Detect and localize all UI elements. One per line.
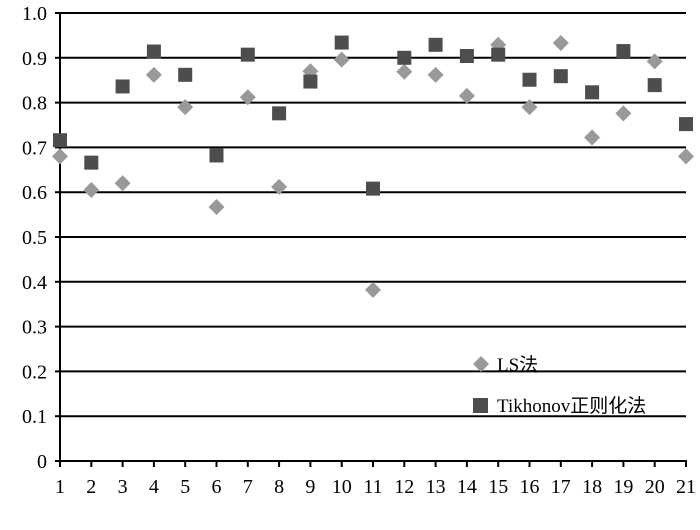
x-tick-label: 3 — [118, 476, 128, 498]
x-tick-label: 5 — [180, 476, 190, 498]
legend-marker-square — [473, 398, 488, 413]
data-point-tikhonov — [272, 106, 287, 121]
y-tick-label: 0.8 — [22, 93, 47, 115]
x-tick-label: 13 — [426, 476, 446, 498]
legend-marker-diamond — [473, 356, 489, 372]
legend-item-tikhonov: Tikhonov正则化法 — [473, 395, 646, 417]
data-point-ls — [521, 99, 538, 116]
data-point-tikhonov — [679, 117, 693, 132]
data-point-tikhonov — [428, 37, 443, 52]
data-point-ls — [271, 178, 288, 195]
x-tick-label: 2 — [86, 476, 96, 498]
legend-label-ls: LS法 — [497, 354, 538, 376]
x-tick-label: 17 — [551, 476, 571, 498]
data-point-tikhonov — [303, 74, 318, 89]
data-point-tikhonov — [209, 148, 224, 163]
x-tick-label: 19 — [613, 476, 633, 498]
y-tick-label: 0.9 — [22, 48, 47, 70]
data-point-ls — [52, 148, 68, 165]
data-point-tikhonov — [366, 181, 380, 196]
data-point-ls — [239, 89, 256, 106]
y-tick-label: 0.7 — [22, 137, 47, 159]
x-tick-label: 7 — [243, 476, 253, 498]
x-tick-label: 4 — [149, 476, 159, 498]
y-tick-label: 0.3 — [22, 317, 47, 339]
legend-label-tikhonov: Tikhonov正则化法 — [497, 395, 646, 417]
x-tick-label: 18 — [582, 476, 602, 498]
tick-labels: 00.10.20.30.40.50.60.70.80.91.01 2 3 4 5 6 7 8 9… — [22, 3, 696, 498]
data-point-tikhonov — [553, 69, 568, 84]
y-tick-label: 0.1 — [22, 406, 47, 428]
data-point-tikhonov — [397, 50, 412, 65]
data-point-tikhonov — [115, 79, 130, 94]
x-tick-label: 10 — [332, 476, 352, 498]
y-tick-label: 0 — [37, 451, 47, 473]
y-tick-label: 0.2 — [22, 361, 47, 383]
y-tick-label: 0.6 — [22, 182, 47, 204]
data-point-ls — [83, 181, 100, 198]
data-point-tikhonov — [240, 47, 255, 62]
x-tick-label: 1 — [55, 476, 65, 498]
data-point-tikhonov — [616, 44, 631, 59]
x-tick-label: 16 — [520, 476, 540, 498]
x-tick-label: 21 — [676, 476, 696, 498]
data-point-ls — [208, 198, 225, 215]
x-tick-label: 15 — [488, 476, 508, 498]
data-point-ls — [396, 63, 413, 80]
data-point-ls — [177, 99, 194, 116]
data-point-tikhonov — [522, 72, 537, 87]
data-point-tikhonov — [84, 155, 99, 170]
legend-item-ls: LS法 — [473, 354, 538, 376]
legend: LS法 Tikhonov正则化法 — [473, 354, 646, 417]
x-tick-label: 8 — [274, 476, 284, 498]
data-point-ls — [584, 129, 601, 146]
y-tick-label: 1.0 — [22, 3, 47, 25]
data-point-ls — [427, 66, 444, 83]
x-tick-label: 14 — [457, 476, 477, 498]
data-points — [52, 35, 694, 298]
data-point-ls — [552, 35, 569, 52]
data-point-tikhonov — [334, 35, 349, 50]
data-point-ls — [458, 87, 475, 104]
y-tick-label: 0.5 — [22, 227, 47, 249]
data-point-tikhonov — [647, 78, 662, 93]
x-tick-label: 11 — [363, 476, 382, 498]
x-tick-label: 6 — [212, 476, 222, 498]
data-point-ls — [145, 66, 162, 83]
data-point-tikhonov — [491, 47, 506, 62]
x-tick-label: 20 — [645, 476, 665, 498]
data-point-ls — [646, 53, 663, 70]
data-point-tikhonov — [585, 85, 600, 100]
data-point-ls — [615, 105, 632, 122]
data-point-tikhonov — [178, 67, 193, 82]
data-point-ls — [114, 175, 131, 192]
data-point-ls — [333, 51, 350, 68]
x-tick-label: 12 — [394, 476, 414, 498]
y-tick-label: 0.4 — [22, 272, 47, 294]
data-point-tikhonov — [53, 133, 67, 148]
data-point-tikhonov — [146, 44, 161, 59]
data-point-ls — [678, 148, 694, 165]
data-point-ls — [365, 281, 381, 298]
x-tick-label: 9 — [305, 476, 315, 498]
data-point-tikhonov — [459, 49, 474, 64]
axes — [55, 12, 687, 467]
